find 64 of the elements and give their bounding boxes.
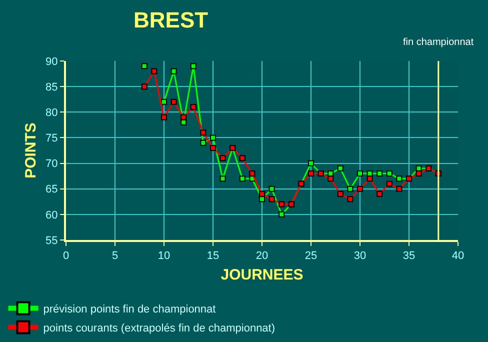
ref-line-label: fin championnat xyxy=(403,37,474,48)
y-tick-label: 75 xyxy=(46,132,58,145)
point xyxy=(220,155,226,162)
point xyxy=(347,186,354,192)
point xyxy=(396,186,402,192)
point xyxy=(180,114,187,120)
point xyxy=(308,160,314,166)
point xyxy=(376,170,383,177)
point xyxy=(328,176,334,182)
point xyxy=(268,196,275,202)
point xyxy=(161,114,167,120)
point xyxy=(141,84,148,90)
point xyxy=(170,68,177,74)
y-tick-label: 90 xyxy=(46,56,58,68)
point xyxy=(337,190,344,197)
point xyxy=(249,170,256,177)
point xyxy=(396,176,402,182)
point xyxy=(337,165,344,172)
x-tick-label: 25 xyxy=(304,250,318,262)
x-tick-label: 30 xyxy=(354,250,366,262)
point xyxy=(200,130,206,136)
x-tick-label: 35 xyxy=(402,250,416,262)
point xyxy=(366,176,373,182)
point xyxy=(200,140,206,146)
x-tick-label: 40 xyxy=(452,250,464,262)
point xyxy=(416,170,422,177)
y-tick-label: 70 xyxy=(46,158,58,170)
x-tick-label: 15 xyxy=(206,250,220,262)
point xyxy=(239,155,246,162)
point xyxy=(357,170,363,177)
point xyxy=(151,68,158,74)
point xyxy=(386,170,392,177)
point xyxy=(268,186,275,192)
point xyxy=(386,180,392,187)
point xyxy=(190,63,196,70)
point xyxy=(308,170,314,177)
y-tick-label: 80 xyxy=(46,106,58,119)
y-tick-label: 65 xyxy=(46,184,58,196)
y-tick-label: 85 xyxy=(46,81,58,94)
y-tick-label: 55 xyxy=(46,234,58,247)
point xyxy=(259,190,265,197)
y-tick-label: 60 xyxy=(46,209,58,222)
point xyxy=(161,98,167,105)
x-tick-label: 0 xyxy=(62,250,70,262)
legend-label: prévision points fin de championnat xyxy=(43,303,216,316)
point xyxy=(278,201,285,208)
point xyxy=(347,196,354,202)
point xyxy=(220,176,226,182)
chart-title: BREST xyxy=(134,7,209,32)
point xyxy=(278,211,285,218)
x-tick-label: 5 xyxy=(112,250,118,262)
y-axis-title: POINTS xyxy=(22,122,40,178)
point xyxy=(170,98,177,105)
legend-label: points courants (extrapolés fin de championnat) xyxy=(43,322,276,334)
point xyxy=(357,186,363,192)
x-tick-label: 20 xyxy=(256,250,268,262)
point xyxy=(210,144,216,151)
point xyxy=(190,104,196,110)
point xyxy=(239,176,246,182)
x-tick-label: 10 xyxy=(158,250,170,262)
point xyxy=(210,134,216,141)
point xyxy=(141,63,148,70)
x-axis-title: JOURNEES xyxy=(220,266,304,284)
point xyxy=(376,190,383,197)
